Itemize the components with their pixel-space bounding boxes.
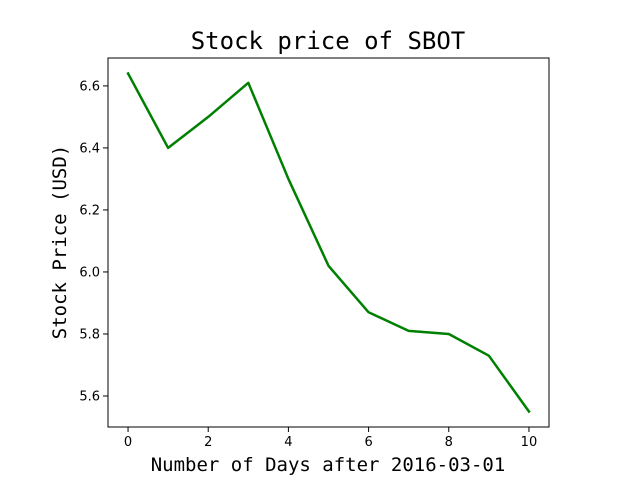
axes-frame (107, 57, 550, 428)
x-tick-label: 10 (521, 435, 538, 450)
y-tick-label: 5.6 (79, 389, 100, 404)
y-tick-label: 6.0 (79, 265, 100, 280)
price-series-line (126, 71, 531, 414)
y-tick-label: 6.2 (79, 203, 100, 218)
y-tick-label: 6.6 (79, 79, 100, 94)
x-tick-label: 2 (204, 435, 212, 450)
chart-title: Stock price of SBOT (191, 27, 466, 55)
x-axis-ticks: 0 2 4 6 8 10 (124, 427, 537, 450)
y-axis-ticks: 5.6 5.8 6.0 6.2 6.4 6.6 (79, 79, 108, 404)
y-axis-label: Stock Price (USD) (49, 145, 71, 339)
plot-area (126, 71, 531, 414)
x-tick-label: 4 (284, 435, 292, 450)
x-tick-label: 0 (124, 435, 132, 450)
x-axis-label: Number of Days after 2016-03-01 (151, 454, 506, 476)
y-tick-label: 6.4 (79, 141, 100, 156)
x-tick-label: 8 (445, 435, 453, 450)
y-tick-label: 5.8 (79, 327, 100, 342)
x-tick-label: 6 (364, 435, 372, 450)
